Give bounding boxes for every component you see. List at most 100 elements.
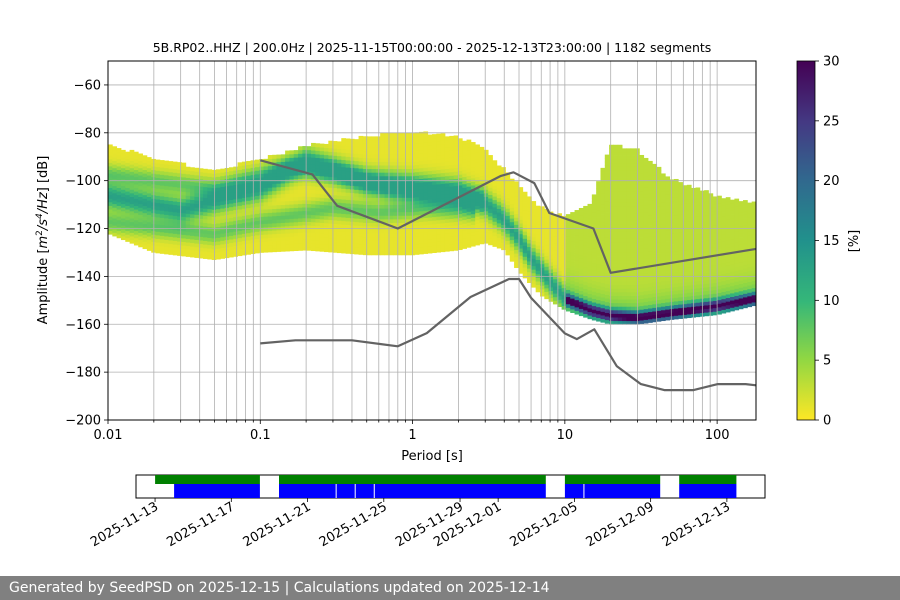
heatmap-cell bbox=[470, 213, 476, 218]
heatmap-cell bbox=[630, 216, 636, 221]
heatmap-cell bbox=[613, 281, 619, 286]
heatmap-cell bbox=[397, 179, 403, 184]
heatmap-cell bbox=[414, 132, 420, 137]
heatmap-cell bbox=[656, 303, 662, 308]
heatmap-cell bbox=[267, 165, 273, 170]
heatmap-cell bbox=[643, 183, 649, 188]
heatmap-cell bbox=[324, 194, 329, 199]
heatmap-cell bbox=[622, 198, 627, 203]
heatmap-cell bbox=[721, 244, 727, 249]
heatmap-cell bbox=[609, 162, 614, 167]
heatmap-cell bbox=[514, 185, 519, 189]
heatmap-cell bbox=[453, 207, 459, 212]
heatmap-cell bbox=[267, 183, 273, 188]
heatmap-cell bbox=[159, 178, 165, 183]
heatmap-cell bbox=[237, 180, 243, 185]
heatmap-cell bbox=[280, 222, 286, 227]
heatmap-cell bbox=[384, 229, 390, 234]
heatmap-cell bbox=[695, 280, 701, 285]
heatmap-cell bbox=[518, 205, 524, 210]
heatmap-cell bbox=[708, 257, 714, 262]
heatmap-cell bbox=[324, 244, 329, 249]
heatmap-cell bbox=[237, 162, 243, 167]
heatmap-cell bbox=[751, 201, 757, 206]
heatmap-cell bbox=[496, 237, 502, 242]
heatmap-cell bbox=[613, 313, 619, 318]
heatmap-cell bbox=[306, 235, 312, 240]
heatmap-cell bbox=[648, 175, 653, 180]
heatmap-cell bbox=[112, 175, 118, 179]
heatmap-cell bbox=[436, 148, 442, 153]
heatmap-cell bbox=[479, 157, 485, 162]
heatmap-cell bbox=[298, 189, 303, 194]
heatmap-cell bbox=[203, 251, 208, 256]
heatmap-cell bbox=[285, 190, 290, 195]
heatmap-cell bbox=[600, 243, 606, 248]
heatmap-cell bbox=[311, 247, 316, 252]
heatmap-cell bbox=[518, 233, 524, 238]
heatmap-cell bbox=[548, 225, 554, 230]
heatmap-cell bbox=[578, 215, 584, 220]
heatmap-cell bbox=[686, 249, 692, 254]
heatmap-cell bbox=[146, 182, 152, 187]
heatmap-cell bbox=[626, 212, 632, 217]
heatmap-cell bbox=[133, 241, 139, 246]
heatmap-cell bbox=[708, 229, 714, 234]
heatmap-cell bbox=[475, 155, 480, 160]
heatmap-cell bbox=[289, 240, 295, 245]
heatmap-cell bbox=[272, 190, 277, 195]
heatmap-cell bbox=[375, 211, 381, 216]
heatmap-cell bbox=[341, 238, 346, 243]
heatmap-cell bbox=[613, 177, 619, 182]
heatmap-cell bbox=[626, 248, 632, 253]
heatmap-cell bbox=[263, 209, 269, 214]
heatmap-cell bbox=[660, 284, 666, 289]
heatmap-cell bbox=[578, 225, 584, 230]
heatmap-cell bbox=[371, 244, 377, 249]
heatmap-cell bbox=[263, 205, 269, 210]
heatmap-cell bbox=[328, 190, 334, 195]
heatmap-cell bbox=[626, 241, 632, 246]
heatmap-cell bbox=[514, 220, 519, 225]
heatmap-cell bbox=[596, 227, 601, 232]
heatmap-cell bbox=[190, 203, 195, 208]
heatmap-cell bbox=[695, 270, 701, 275]
footer: Generated by SeedPSD on 2025-12-15 | Cal… bbox=[0, 576, 900, 600]
heatmap-cell bbox=[198, 250, 204, 255]
heatmap-cell bbox=[194, 228, 200, 233]
heatmap-cell bbox=[216, 215, 221, 220]
heatmap-cell bbox=[397, 183, 403, 188]
heatmap-cell bbox=[345, 138, 351, 143]
heatmap-cell bbox=[496, 190, 502, 195]
heatmap-cell bbox=[686, 184, 692, 189]
heatmap-cell bbox=[639, 205, 645, 210]
heatmap-cell bbox=[527, 207, 532, 212]
heatmap-cell bbox=[285, 229, 290, 234]
heatmap-cell bbox=[164, 167, 169, 172]
heatmap-cell bbox=[233, 188, 238, 193]
heatmap-cell bbox=[535, 273, 541, 278]
heatmap-cell bbox=[643, 251, 649, 256]
heatmap-cell bbox=[678, 314, 683, 319]
heatmap-cell bbox=[578, 276, 584, 281]
heatmap-cell bbox=[583, 259, 588, 264]
heatmap-cell bbox=[345, 195, 351, 200]
heatmap-cell bbox=[626, 317, 632, 322]
heatmap-cell bbox=[228, 213, 234, 218]
heatmap-cell bbox=[479, 161, 485, 166]
heatmap-cell bbox=[583, 220, 588, 225]
heatmap-cell bbox=[725, 236, 731, 241]
heatmap-cell bbox=[276, 229, 282, 234]
y-tick-label: −100 bbox=[65, 174, 101, 189]
heatmap-cell bbox=[673, 268, 679, 273]
heatmap-cell bbox=[345, 210, 351, 215]
heatmap-cell bbox=[190, 185, 195, 190]
heatmap-cell bbox=[483, 200, 489, 205]
heatmap-cell bbox=[604, 168, 610, 173]
heatmap-cell bbox=[155, 181, 161, 186]
heatmap-cell bbox=[596, 267, 601, 272]
heatmap-cell bbox=[639, 277, 645, 282]
heatmap-cell bbox=[648, 272, 653, 277]
heatmap-cell bbox=[237, 169, 243, 174]
heatmap-cell bbox=[419, 142, 424, 147]
